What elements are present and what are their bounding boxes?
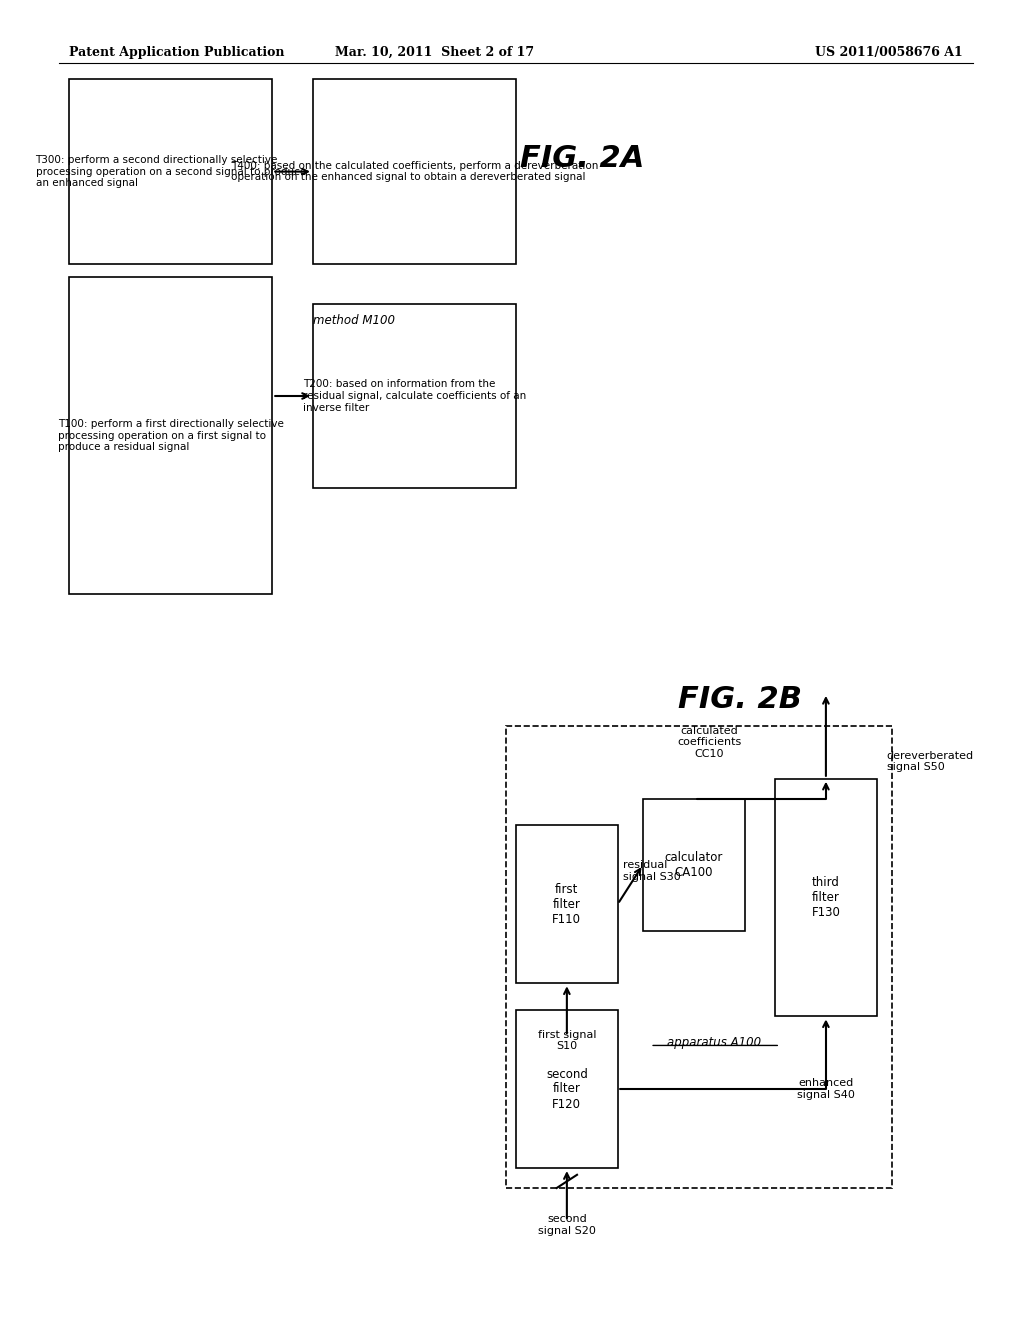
- Text: method M100: method M100: [313, 314, 395, 327]
- Text: calculator
CA100: calculator CA100: [665, 850, 723, 879]
- Text: FIG. 2A: FIG. 2A: [520, 144, 644, 173]
- Text: first signal
S10: first signal S10: [538, 1030, 596, 1051]
- Text: third
filter
F130: third filter F130: [811, 876, 841, 919]
- FancyBboxPatch shape: [313, 304, 516, 488]
- Text: residual
signal S30: residual signal S30: [623, 861, 681, 882]
- Text: US 2011/0058676 A1: US 2011/0058676 A1: [815, 46, 963, 59]
- Text: second
filter
F120: second filter F120: [546, 1068, 588, 1110]
- FancyBboxPatch shape: [516, 825, 617, 983]
- FancyBboxPatch shape: [313, 79, 516, 264]
- Text: enhanced
signal S40: enhanced signal S40: [797, 1078, 855, 1100]
- Text: T300: perform a second directionally selective
processing operation on a second : T300: perform a second directionally sel…: [36, 154, 306, 189]
- Text: calculated
coefficients
CC10: calculated coefficients CC10: [677, 726, 741, 759]
- Text: T200: based on information from the
residual signal, calculate coefficients of a: T200: based on information from the resi…: [303, 379, 526, 413]
- Text: FIG. 2B: FIG. 2B: [678, 685, 802, 714]
- FancyBboxPatch shape: [643, 799, 744, 931]
- FancyBboxPatch shape: [69, 79, 272, 264]
- Text: dereverberated
signal S50: dereverberated signal S50: [887, 751, 974, 772]
- Text: first
filter
F110: first filter F110: [552, 883, 582, 925]
- FancyBboxPatch shape: [775, 779, 877, 1016]
- FancyBboxPatch shape: [516, 1010, 617, 1168]
- Text: T400: based on the calculated coefficients, perform a dereverberation
operation : T400: based on the calculated coefficien…: [230, 161, 598, 182]
- Text: second
signal S20: second signal S20: [538, 1214, 596, 1236]
- Text: T100: perform a first directionally selective
processing operation on a first si: T100: perform a first directionally sele…: [57, 418, 284, 453]
- FancyBboxPatch shape: [69, 277, 272, 594]
- Text: Patent Application Publication: Patent Application Publication: [69, 46, 285, 59]
- Text: Mar. 10, 2011  Sheet 2 of 17: Mar. 10, 2011 Sheet 2 of 17: [335, 46, 535, 59]
- Text: apparatus A100: apparatus A100: [667, 1036, 761, 1049]
